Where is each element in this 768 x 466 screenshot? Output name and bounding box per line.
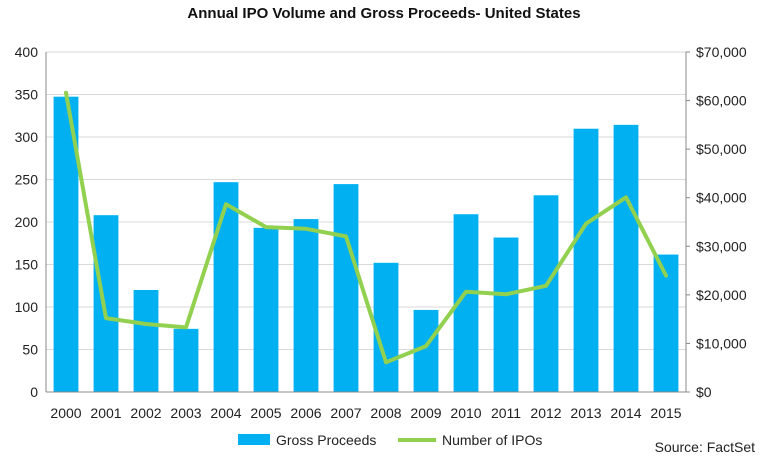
x-axis-tick-label: 2005	[250, 405, 281, 421]
line-series	[64, 90, 668, 365]
bar-gross-proceeds	[613, 124, 639, 392]
left-axis-tick-label: 0	[30, 384, 38, 400]
x-axis-tick-label: 2004	[210, 405, 241, 421]
bar-gross-proceeds	[213, 182, 239, 392]
x-axis-tick-label: 2000	[50, 405, 81, 421]
source-note: Source: FactSet	[655, 439, 755, 455]
x-axis-tick-label: 2011	[491, 405, 521, 421]
left-axis-tick-label: 250	[15, 172, 39, 188]
x-axis-tick-label: 2001	[90, 405, 121, 421]
right-axis-tick-label: $50,000	[696, 141, 747, 157]
right-axis-tick-label: $60,000	[696, 93, 747, 109]
x-axis-tick-label: 2009	[410, 405, 441, 421]
x-axis-tick-label: 2010	[450, 405, 481, 421]
bar-gross-proceeds	[493, 237, 519, 392]
left-axis-tick-label: 350	[15, 87, 39, 103]
left-axis-tick-label: 400	[15, 44, 39, 60]
left-axis-tick-label: 150	[15, 257, 39, 273]
x-axis-tick-label: 2015	[650, 405, 681, 421]
x-axis-tick-label: 2013	[570, 405, 601, 421]
left-axis-tick-label: 50	[22, 342, 38, 358]
x-axis-tick-label: 2002	[130, 405, 161, 421]
axes: 0 50 100 150 200 250 300 350 400 $0 $10,000 $20,000…	[15, 44, 747, 421]
right-axis-tick-label: $70,000	[696, 44, 747, 60]
bar-gross-proceeds	[573, 128, 599, 392]
legend-label-number-of-ipos: Number of IPOs	[442, 432, 542, 448]
bar-series	[53, 96, 679, 392]
chart-title: Annual IPO Volume and Gross Proceeds- Un…	[187, 5, 580, 22]
bar-gross-proceeds	[533, 195, 559, 392]
right-axis-tick-label: $30,000	[696, 238, 747, 254]
x-axis-tick-label: 2014	[610, 405, 641, 421]
legend: Gross Proceeds Number of IPOs	[238, 432, 542, 448]
bar-gross-proceeds	[93, 215, 119, 392]
x-axis-tick-label: 2007	[330, 405, 361, 421]
x-axis-tick-label: 2006	[290, 405, 321, 421]
left-axis-tick-label: 100	[15, 299, 39, 315]
bar-gross-proceeds	[253, 227, 279, 392]
legend-label-gross-proceeds: Gross Proceeds	[276, 432, 376, 448]
right-axis-tick-label: $20,000	[696, 287, 747, 303]
bar-gross-proceeds	[333, 184, 359, 392]
bar-gross-proceeds	[293, 219, 319, 392]
left-axis-tick-label: 200	[15, 214, 39, 230]
bar-gross-proceeds	[133, 290, 159, 392]
legend-swatch-gross-proceeds	[238, 434, 270, 445]
x-axis-tick-label: 2003	[170, 405, 201, 421]
x-axis-tick-label: 2012	[530, 405, 561, 421]
right-axis-tick-label: $0	[696, 384, 712, 400]
x-axis-tick-label: 2008	[370, 405, 401, 421]
line-number-of-ipos	[64, 90, 668, 365]
bar-gross-proceeds	[173, 328, 199, 392]
bar-gross-proceeds	[373, 262, 399, 392]
right-axis-tick-label: $10,000	[696, 335, 747, 351]
right-axis-tick-label: $40,000	[696, 190, 747, 206]
left-axis-tick-label: 300	[15, 129, 39, 145]
